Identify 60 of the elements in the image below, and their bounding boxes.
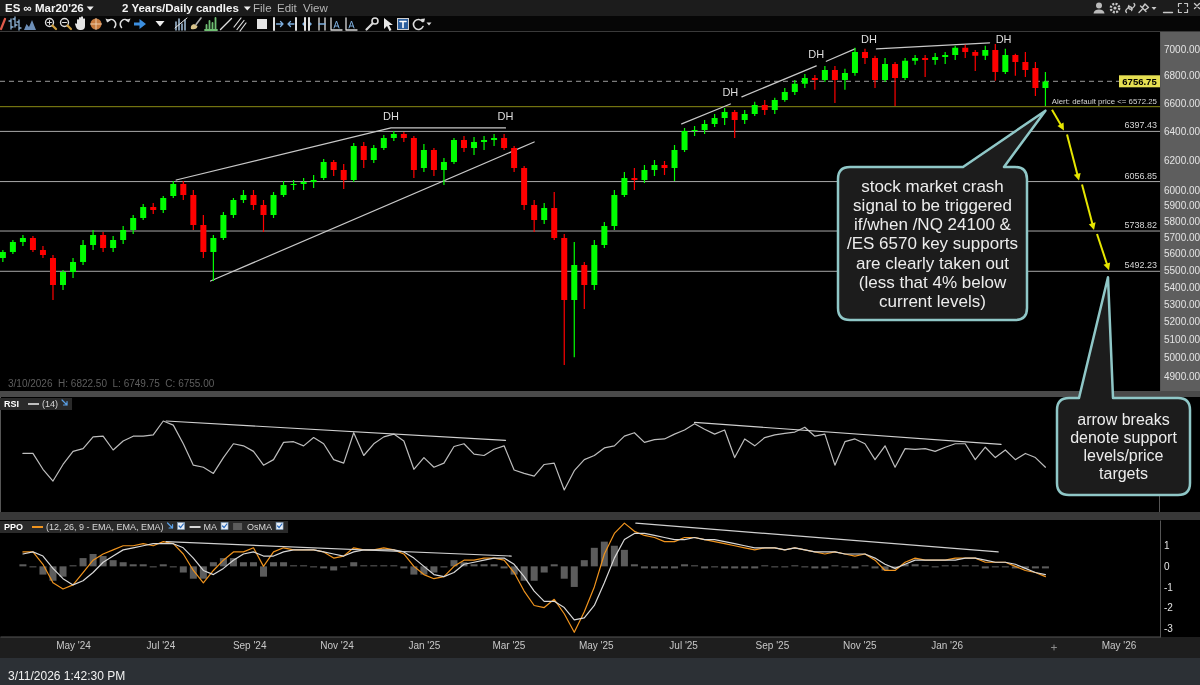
y-tick-label: 0 bbox=[1164, 561, 1170, 573]
chart-title: PPO bbox=[4, 522, 24, 532]
y-tick-label: 1 bbox=[1164, 540, 1170, 552]
x-tick-label: May '24 bbox=[56, 639, 92, 651]
y-tick-label: 7000.00 bbox=[1164, 43, 1200, 55]
text: File bbox=[253, 2, 272, 14]
x-tick-label: May '25 bbox=[578, 639, 615, 651]
chart-subtitle: 2 Years/Daily candles bbox=[122, 2, 239, 14]
y-tick-label: 5400.00 bbox=[1164, 281, 1200, 293]
y-tick-label: 5200.00 bbox=[1164, 316, 1200, 328]
legend-label: (14) bbox=[42, 399, 59, 409]
y-tick-label: -1 bbox=[1164, 581, 1174, 593]
annotation: stock market crash signal to be triggered if/when /NQ 24100 & /ES 6570 key supports are clearly taken out (less that 4% below current levels) bbox=[846, 176, 1019, 312]
ref-line-label: 5492.23 bbox=[1124, 260, 1157, 271]
annotation: DH bbox=[995, 33, 1012, 45]
x-tick-label: Sep '25 bbox=[755, 639, 790, 651]
legend-label: (12, 26, 9 - EMA, EMA, EMA) bbox=[46, 522, 164, 532]
x-tick-label: Jul '24 bbox=[146, 639, 176, 651]
y-tick-label: 6600.00 bbox=[1164, 97, 1200, 109]
chart-title: RSI bbox=[4, 399, 20, 409]
x-tick-label: Jan '25 bbox=[408, 639, 441, 651]
annotation: DH bbox=[497, 109, 514, 122]
chart-title: ES ∞ Mar20'26 bbox=[5, 2, 84, 14]
y-tick-label: -2 bbox=[1164, 602, 1174, 614]
y-tick-label: 5300.00 bbox=[1164, 298, 1200, 310]
y-tick-label: 5600.00 bbox=[1164, 248, 1200, 260]
y-tick-label: 5100.00 bbox=[1164, 333, 1200, 345]
x-tick-label: Nov '25 bbox=[842, 639, 877, 651]
y-tick-label: -3 bbox=[1164, 622, 1174, 634]
ref-line-label: 6056.85 bbox=[1124, 170, 1157, 181]
annotation: DH bbox=[383, 109, 399, 122]
x-tick-label: May '26 bbox=[1101, 639, 1137, 651]
y-tick-label: 6200.00 bbox=[1164, 154, 1200, 166]
legend-label: MA bbox=[203, 522, 218, 532]
y-tick-label: 5500.00 bbox=[1164, 264, 1200, 276]
y-tick-label: 5000.00 bbox=[1164, 352, 1200, 364]
ref-line-label: 6756.75 bbox=[1122, 75, 1158, 87]
x-tick-label: Jan '26 bbox=[931, 639, 964, 651]
y-tick-label: 6800.00 bbox=[1164, 70, 1200, 82]
y-tick-label: 6000.00 bbox=[1164, 184, 1200, 196]
annotation: 3/10/2026 H: 6822.50 L: 6749.75 C: 6755.00 bbox=[8, 378, 215, 389]
ref-line-label: 6397.43 bbox=[1124, 120, 1157, 131]
annotation: DH bbox=[808, 47, 825, 60]
text: 3/11/2026 1:42:30 PM bbox=[8, 669, 126, 683]
y-tick-label: 5700.00 bbox=[1164, 231, 1200, 243]
y-tick-label: 5900.00 bbox=[1164, 200, 1200, 212]
annotation: DH bbox=[861, 33, 877, 45]
y-tick-label: 6400.00 bbox=[1164, 125, 1200, 137]
y-tick-label: 5800.00 bbox=[1164, 216, 1200, 227]
text: View bbox=[303, 2, 329, 14]
x-tick-label: Nov '24 bbox=[320, 639, 355, 651]
y-tick-label: 4900.00 bbox=[1164, 370, 1200, 382]
x-tick-label: Sep '24 bbox=[232, 639, 267, 651]
x-tick-label: Jul '25 bbox=[669, 639, 699, 651]
ref-line-label: 5738.82 bbox=[1124, 220, 1157, 231]
text: Edit bbox=[277, 2, 298, 14]
annotation: DH bbox=[722, 85, 739, 98]
legend-label: OsMA bbox=[247, 522, 273, 532]
x-tick-label: Mar '25 bbox=[492, 639, 526, 651]
annotation: arrow breaks denote support levels/price targets bbox=[1070, 410, 1178, 483]
